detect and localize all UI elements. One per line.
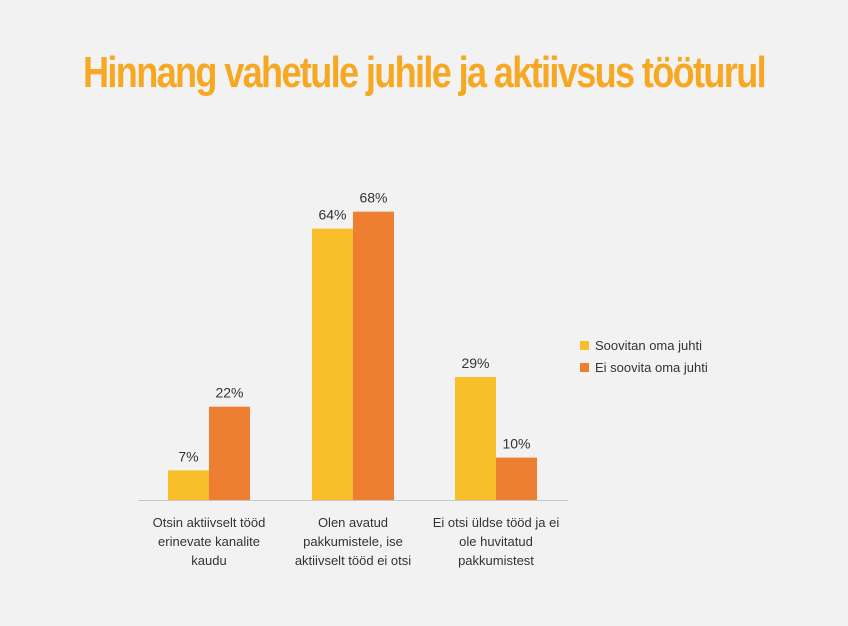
legend-label-series-2: Ei soovita oma juhti [595, 359, 708, 375]
category-label-2: Olen avatud pakkumistele, ise aktiivselt t… [278, 513, 428, 570]
category-label-line: Ei otsi üldse tööd ja ei [432, 515, 560, 530]
bar-series-1-cat-2 [312, 228, 353, 500]
category-label-line: aktiivselt tööd ei otsi [294, 553, 412, 568]
legend-swatch-series-2 [580, 362, 589, 372]
bar-series-2-cat-1 [209, 406, 250, 500]
data-label-series-2-cat-3: 10% [502, 436, 530, 452]
data-label-series-2-cat-1: 22% [215, 385, 243, 401]
category-label-line: pakkumistest [458, 553, 534, 568]
category-label-1: Otsin aktiivselt tööd erinevate kanalite k… [134, 513, 284, 570]
bar-series-1-cat-3 [455, 377, 496, 500]
legend: Soovitan oma juhti Ei soovita oma juhti [580, 334, 708, 378]
bar-series-1-cat-1 [168, 470, 209, 500]
bar-series-2-cat-3 [496, 457, 537, 500]
legend-swatch-series-1 [580, 340, 589, 350]
legend-label-series-1: Soovitan oma juhti [595, 337, 702, 353]
data-label-series-1-cat-1: 7% [178, 448, 198, 464]
bar-series-2-cat-2 [353, 211, 394, 500]
chart-title: Hinnang vahetule juhile ja aktiivsus töö… [82, 48, 767, 97]
data-label-series-2-cat-2: 68% [359, 190, 387, 206]
category-label-line: ole huvitatud [459, 534, 533, 549]
category-label-line: Otsin aktiivselt tööd [152, 515, 266, 530]
category-label-line: pakkumistele, ise [303, 534, 403, 549]
category-label-3: Ei otsi üldse tööd ja ei ole huvitatud pak… [421, 513, 571, 570]
data-label-series-1-cat-2: 64% [318, 207, 346, 223]
category-label-line: kaudu [191, 553, 227, 568]
data-label-series-1-cat-3: 29% [461, 355, 489, 371]
category-label-line: erinevate kanalite [158, 534, 260, 549]
legend-item-series-2: Ei soovita oma juhti [580, 356, 708, 378]
legend-item-series-1: Soovitan oma juhti [580, 334, 708, 356]
category-label-line: Olen avatud [317, 515, 389, 530]
